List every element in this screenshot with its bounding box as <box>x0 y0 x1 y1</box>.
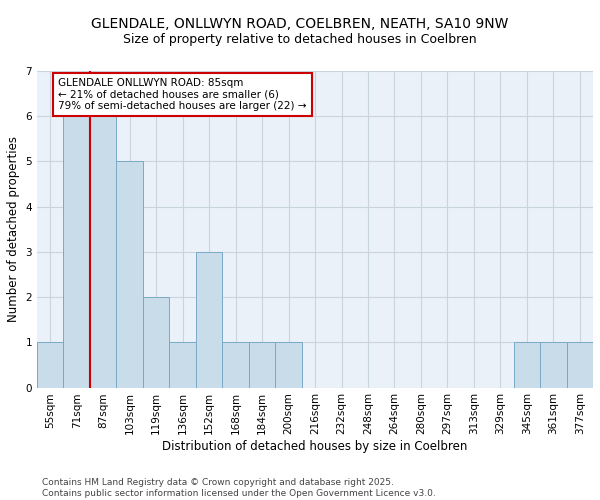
Bar <box>566 342 593 388</box>
Text: GLENDALE, ONLLWYN ROAD, COELBREN, NEATH, SA10 9NW: GLENDALE, ONLLWYN ROAD, COELBREN, NEATH,… <box>91 18 509 32</box>
Bar <box>249 342 275 388</box>
Bar <box>275 342 302 388</box>
Text: Size of property relative to detached houses in Coelbren: Size of property relative to detached ho… <box>123 32 477 46</box>
Bar <box>514 342 540 388</box>
Bar <box>143 297 169 388</box>
Bar <box>64 116 90 388</box>
Bar <box>196 252 223 388</box>
Bar <box>540 342 566 388</box>
Bar <box>90 116 116 388</box>
Y-axis label: Number of detached properties: Number of detached properties <box>7 136 20 322</box>
Bar <box>169 342 196 388</box>
X-axis label: Distribution of detached houses by size in Coelbren: Distribution of detached houses by size … <box>163 440 468 453</box>
Bar <box>223 342 249 388</box>
Bar <box>116 162 143 388</box>
Bar <box>37 342 64 388</box>
Text: GLENDALE ONLLWYN ROAD: 85sqm
← 21% of detached houses are smaller (6)
79% of sem: GLENDALE ONLLWYN ROAD: 85sqm ← 21% of de… <box>58 78 307 111</box>
Text: Contains HM Land Registry data © Crown copyright and database right 2025.
Contai: Contains HM Land Registry data © Crown c… <box>42 478 436 498</box>
